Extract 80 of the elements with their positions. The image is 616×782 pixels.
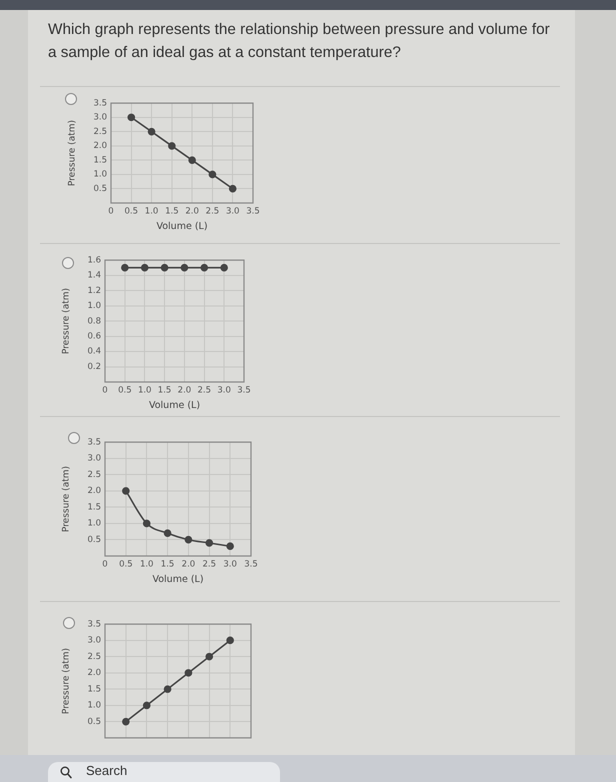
y-tick-label: 1.5: [87, 502, 101, 512]
y-tick-label: 2.5: [87, 652, 101, 662]
point: [205, 652, 214, 660]
y-axis-title: Pressure (atm): [62, 288, 72, 354]
y-tick-label: 1.2: [87, 286, 101, 296]
y-tick-label: 0.4: [87, 346, 101, 357]
x-tick-label: 1.5: [158, 385, 172, 396]
y-tick-label: 3.0: [93, 112, 107, 123]
x-tick-label: 0.5: [118, 385, 132, 396]
x-tick-label: 3.5: [244, 559, 258, 570]
y-tick-label: 0.2: [87, 362, 101, 372]
y-tick-label: 1.5: [93, 155, 107, 166]
x-tick-label: 3.0: [226, 206, 240, 216]
x-axis-title: Volume (L): [156, 220, 208, 232]
x-tick-label: 2.5: [206, 206, 220, 216]
point: [148, 128, 156, 136]
y-tick-label: 2.0: [87, 668, 101, 678]
y-tick-label: 1.0: [87, 518, 101, 529]
point: [142, 702, 151, 710]
point: [142, 520, 151, 528]
x-axis-title: Volume (L): [148, 400, 200, 411]
x-tick-label: 2.0: [178, 385, 192, 396]
x-tick-label: 2.0: [185, 206, 199, 216]
point: [228, 184, 237, 193]
point: [205, 539, 214, 547]
x-tick-label: 0: [108, 206, 114, 216]
y-tick-label: 3.5: [93, 98, 107, 108]
y-tick-label: 3.0: [87, 454, 101, 464]
y-tick-label: 0.5: [93, 184, 107, 194]
y-tick-label: 2.0: [93, 141, 107, 152]
y-axis-title: Pressure (atm): [68, 120, 78, 186]
text: Which graph represents the relationship between pressure and volume for a sample of an ideal gas at a constant temperature?: [48, 20, 551, 63]
y-tick-label: 0.6: [87, 331, 101, 342]
y-tick-label: 3.5: [87, 619, 101, 630]
y-tick-label: 1.6: [87, 255, 101, 266]
point: [188, 156, 196, 164]
y-tick-label: 2.5: [93, 126, 107, 137]
point: [122, 487, 130, 495]
x-tick-label: 1.0: [138, 385, 152, 396]
x-tick-label: 1.0: [140, 559, 154, 570]
x-tick-label: 0: [102, 559, 108, 570]
y-tick-label: 3.5: [87, 437, 101, 448]
y-tick-label: 1.0: [93, 170, 107, 180]
x-tick-label: 2.0: [182, 559, 196, 570]
x-tick-label: 3.0: [223, 559, 237, 570]
point: [164, 685, 172, 693]
y-tick-label: 2.0: [87, 486, 101, 496]
x-tick-label: 2.5: [202, 559, 216, 570]
y-tick-label: 0.5: [87, 534, 101, 545]
point: [226, 636, 234, 644]
y-tick-label: 2.5: [87, 470, 101, 480]
point: [164, 529, 172, 538]
x-tick-label: 1.5: [160, 559, 174, 570]
y-tick-label: 1.5: [87, 684, 101, 694]
point: [127, 114, 136, 122]
y-tick-label: 1.0: [87, 700, 101, 711]
y-tick-label: 1.4: [87, 270, 101, 281]
y-tick-label: 3.0: [87, 636, 101, 646]
x-tick-label: 1.5: [165, 206, 179, 216]
point: [208, 170, 216, 178]
text: Search: [86, 763, 128, 778]
x-tick-label: 3.0: [217, 385, 231, 396]
x-tick-label: 3.5: [246, 206, 260, 216]
x-tick-label: 3.5: [237, 385, 251, 396]
point: [184, 536, 192, 544]
point: [226, 542, 234, 550]
x-tick-label: 0.5: [124, 206, 138, 216]
y-tick-label: 1.0: [87, 301, 101, 312]
x-tick-label: 2.5: [198, 385, 212, 396]
x-tick-label: 0: [102, 385, 108, 396]
y-tick-label: 0.5: [87, 716, 101, 727]
point: [168, 142, 176, 150]
x-tick-label: 0.5: [119, 559, 133, 570]
x-tick-label: 1.0: [144, 206, 158, 216]
point: [122, 718, 130, 726]
point: [184, 669, 192, 677]
y-tick-label: 0.8: [87, 316, 101, 326]
y-axis-title: Pressure (atm): [62, 648, 72, 714]
y-axis-title: Pressure (atm): [62, 466, 72, 532]
x-axis-title: Volume (L): [152, 574, 204, 585]
